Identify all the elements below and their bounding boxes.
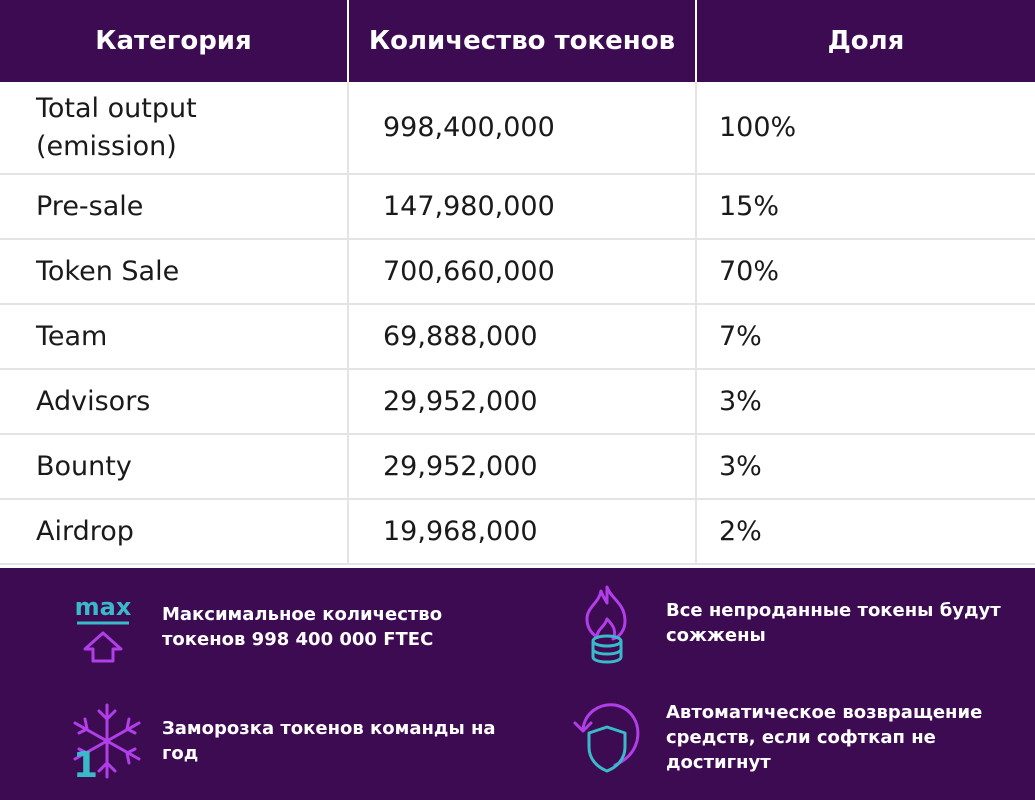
- cell-category: Airdrop: [0, 499, 349, 565]
- features-panel: max Максимальное количество токенов 998 …: [0, 568, 1035, 800]
- table-row: Total output (emission) 998,400,000 100%: [0, 82, 1035, 175]
- cell-share: 7%: [696, 304, 1035, 370]
- cell-share: 100%: [696, 82, 1035, 175]
- feature-max-tokens: max Максимальное количество токенов 998 …: [58, 582, 518, 672]
- cell-tokens: 998,400,000: [348, 82, 697, 175]
- cell-tokens: 69,888,000: [348, 304, 697, 370]
- cell-share: 15%: [696, 174, 1035, 240]
- feature-refund: Автоматическое возвращение средств, если…: [562, 692, 1022, 782]
- token-distribution-table-wrap: Категория Количество токенов Доля Total …: [0, 0, 1035, 565]
- cell-tokens: 147,980,000: [348, 174, 697, 240]
- cell-tokens: 29,952,000: [348, 434, 697, 500]
- table-header-row: Категория Количество токенов Доля: [0, 0, 1035, 82]
- table-row: Advisors 29,952,000 3%: [0, 369, 1035, 435]
- feature-burn: Все непроданные токены будут сожжены: [562, 578, 1022, 668]
- token-distribution-table: Категория Количество токенов Доля Total …: [0, 0, 1035, 565]
- table-row: Team 69,888,000 7%: [0, 304, 1035, 370]
- header-token-count: Количество токенов: [348, 0, 697, 82]
- cell-category: Total output (emission): [0, 82, 349, 175]
- cell-share: 3%: [696, 369, 1035, 435]
- feature-freeze-text: Заморозка токенов команды на год: [162, 718, 496, 764]
- feature-freeze: 1 Заморозка токенов команды на год: [58, 696, 518, 786]
- cell-share: 70%: [696, 239, 1035, 305]
- feature-max-tokens-text: Максимальное количество токенов 998 400 …: [162, 604, 443, 650]
- header-share: Доля: [696, 0, 1035, 82]
- max-icon-label: max: [75, 593, 132, 621]
- table-row: Pre-sale 147,980,000 15%: [0, 174, 1035, 240]
- table-row: Bounty 29,952,000 3%: [0, 434, 1035, 500]
- cell-share: 2%: [696, 499, 1035, 565]
- snowflake-one-icon: 1: [58, 696, 148, 786]
- cell-category: Team: [0, 304, 349, 370]
- cell-tokens: 19,968,000: [348, 499, 697, 565]
- cell-category: Bounty: [0, 434, 349, 500]
- cell-tokens: 29,952,000: [348, 369, 697, 435]
- table-row: Token Sale 700,660,000 70%: [0, 239, 1035, 305]
- feature-refund-text: Автоматическое возвращение средств, если…: [666, 701, 983, 773]
- burning-coins-icon: [562, 578, 652, 668]
- header-category: Категория: [0, 0, 349, 82]
- cell-category: Pre-sale: [0, 174, 349, 240]
- freeze-icon-label: 1: [73, 745, 98, 783]
- cell-tokens: 700,660,000: [348, 239, 697, 305]
- table-row: Airdrop 19,968,000 2%: [0, 499, 1035, 565]
- max-arrow-up-icon: max: [58, 582, 148, 672]
- cell-share: 3%: [696, 434, 1035, 500]
- cell-category: Advisors: [0, 369, 349, 435]
- shield-refund-icon: [562, 692, 652, 782]
- feature-burn-text: Все непроданные токены будут сожжены: [666, 600, 1001, 646]
- cell-category: Token Sale: [0, 239, 349, 305]
